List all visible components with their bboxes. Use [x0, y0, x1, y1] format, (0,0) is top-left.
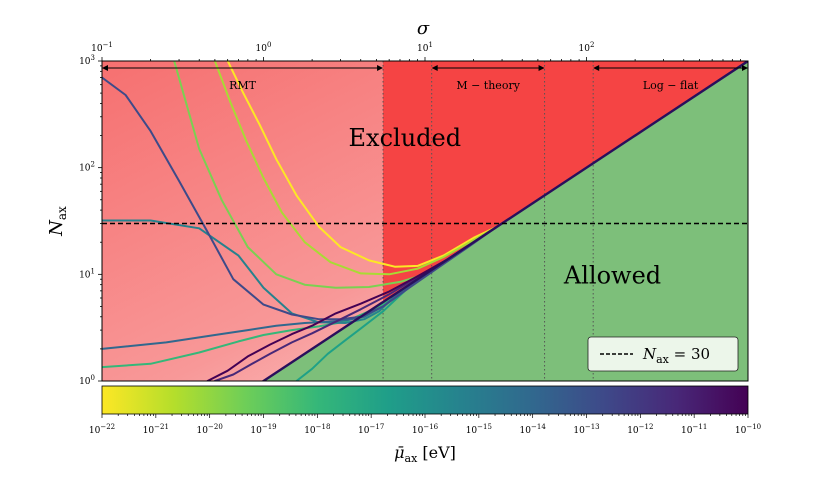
series-line: [226, 61, 499, 268]
range-arrow-head-right: [538, 65, 545, 71]
x-axis-ticks: 10−1 100 101 102: [91, 41, 742, 61]
colorbar-tick-label: 10−18: [304, 423, 330, 436]
series-line: [213, 61, 499, 276]
region-label-allowed: Allowed: [563, 262, 661, 290]
colorbar-tick-label: 10−20: [197, 423, 223, 436]
y-tick-label: 103: [79, 54, 95, 67]
range-label: RMT: [229, 79, 257, 92]
y-tick-label: 100: [79, 374, 95, 387]
colorbar-tick-label: 10−15: [466, 423, 492, 436]
range-arrow-head-right: [742, 65, 748, 71]
range-arrow-head-left: [431, 65, 438, 71]
x-tick-label: 102: [579, 41, 595, 54]
x-tick-label: 10−1: [91, 41, 113, 54]
legend: Nax = 30: [587, 336, 739, 372]
range-arrow-head-left: [593, 65, 600, 71]
y-tick-label: 101: [79, 267, 95, 280]
range-label: Log − flat: [643, 79, 699, 92]
colorbar-tick-label: 10−14: [520, 423, 547, 436]
colorbar-gradient: [101, 385, 749, 415]
plot-area: [102, 61, 748, 381]
x-tick-label: 101: [417, 41, 433, 54]
range-label: M − theory: [456, 79, 520, 92]
legend-box: [587, 336, 739, 372]
colorbar-tick-label: 10−21: [143, 423, 169, 436]
colorbar-ticks: 10−22 10−21 10−20 10−19 10−18 10−17 10−16 10−15…: [89, 414, 761, 436]
y-axis-ticks: 100 101 102 103: [79, 54, 102, 387]
colorbar: 10−22 10−21 10−20 10−19 10−18 10−17 10−16 10−15…: [89, 385, 761, 465]
y-axis-title: Nax: [46, 206, 69, 237]
boundary-line: [261, 61, 748, 381]
colorbar-tick-label: 10−10: [735, 423, 761, 436]
colorbar-tick-label: 10−13: [573, 423, 599, 436]
legend-label: Nax = 30: [642, 345, 710, 366]
region-label-excluded: Excluded: [349, 124, 462, 152]
colorbar-tick-label: 10−11: [681, 423, 707, 436]
allowed-region: [102, 61, 748, 381]
colorbar-tick-label: 10−17: [358, 423, 384, 436]
colorbar-label: μ̄ax [eV]: [394, 443, 456, 465]
x-axis-title: σ: [417, 18, 430, 39]
x-tick-label: 100: [256, 41, 272, 54]
colorbar-tick-label: 10−12: [627, 423, 653, 436]
colorbar-tick-label: 10−19: [250, 423, 276, 436]
colorbar-tick-label: 10−22: [89, 423, 115, 436]
series-line: [102, 76, 499, 321]
vertical-markers: [382, 61, 594, 381]
y-tick-label: 102: [79, 161, 95, 174]
range-arrow-head-right: [377, 65, 384, 71]
range-arrow-head-left: [102, 65, 108, 71]
range-annotations: RMT M − theory Log − flat: [102, 65, 748, 92]
colorbar-tick-label: 10−16: [412, 423, 439, 436]
